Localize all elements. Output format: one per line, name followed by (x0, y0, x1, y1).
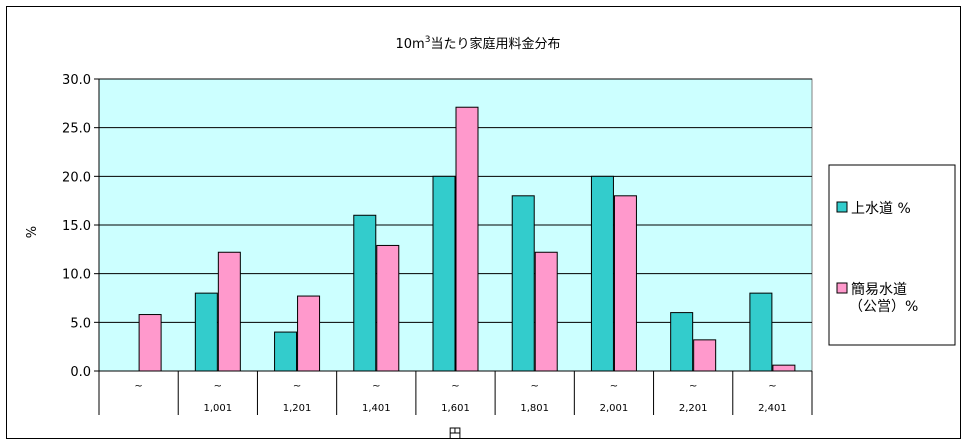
legend-label: （公営）% (849, 299, 918, 315)
y-tick-label: 25.0 (62, 122, 91, 137)
x-tick-symbol: ~ (531, 381, 539, 392)
x-tick-symbol: ~ (293, 381, 301, 392)
x-tick-label: 1,401 (362, 403, 391, 414)
bar (749, 292, 773, 372)
x-tick-symbol: ~ (610, 381, 618, 392)
x-tick-label: 1,601 (441, 403, 470, 414)
legend-label: 簡易水道 (851, 282, 907, 298)
y-tick-label: 15.0 (62, 219, 91, 234)
x-tick-symbol: ~ (451, 381, 459, 392)
x-tick-symbol: ~ (134, 381, 142, 392)
bar (511, 195, 535, 372)
bar (217, 251, 241, 372)
bar (670, 312, 694, 372)
chart-title: 10m3当たり家庭用料金分布 (396, 35, 561, 52)
legend-swatch (836, 201, 848, 213)
legend-label: 上水道 % (851, 201, 911, 217)
bar (274, 331, 298, 372)
bar (590, 175, 614, 372)
x-axis-title: 円 (448, 427, 461, 442)
x-tick-label: 2,401 (758, 403, 787, 414)
x-tick-label: 1,801 (520, 403, 549, 414)
y-tick-label: 20.0 (62, 170, 91, 185)
x-tick-symbol: ~ (689, 381, 697, 392)
bar (455, 106, 479, 372)
x-tick-label: 1,001 (204, 403, 233, 414)
legend: 上水道 % 簡易水道（公営）% (828, 164, 956, 346)
y-tick-label: 5.0 (70, 316, 91, 331)
bars (138, 106, 796, 372)
bar (534, 251, 558, 372)
bar (693, 339, 717, 372)
y-tick-label: 10.0 (62, 268, 91, 283)
bar (432, 175, 456, 372)
legend-box (828, 164, 956, 346)
y-tick-label: 30.0 (62, 73, 91, 88)
bar (297, 295, 321, 372)
x-tick-label: 2,001 (600, 403, 629, 414)
bar (353, 214, 377, 372)
x-tick-label: 1,201 (283, 403, 312, 414)
bar (772, 364, 796, 372)
bar (138, 314, 162, 372)
x-tick-label: 2,201 (679, 403, 708, 414)
x-tick-symbol: ~ (768, 381, 776, 392)
x-tick-symbol: ~ (372, 381, 380, 392)
x-tick-symbol: ~ (214, 381, 222, 392)
bar (376, 244, 400, 372)
x-axis: ~ ~1,001 ~1,201 ~1,401 ~1,601 ~1,801 ~2,001 ~2,… (98, 370, 813, 415)
bar (613, 195, 637, 372)
legend-swatch (836, 282, 848, 294)
y-axis-title: % (25, 226, 40, 238)
bar (194, 292, 218, 372)
y-tick-label: 0.0 (70, 365, 91, 380)
y-axis: 0.0 5.0 10.0 15.0 20.0 25.0 30.0 (62, 73, 100, 380)
